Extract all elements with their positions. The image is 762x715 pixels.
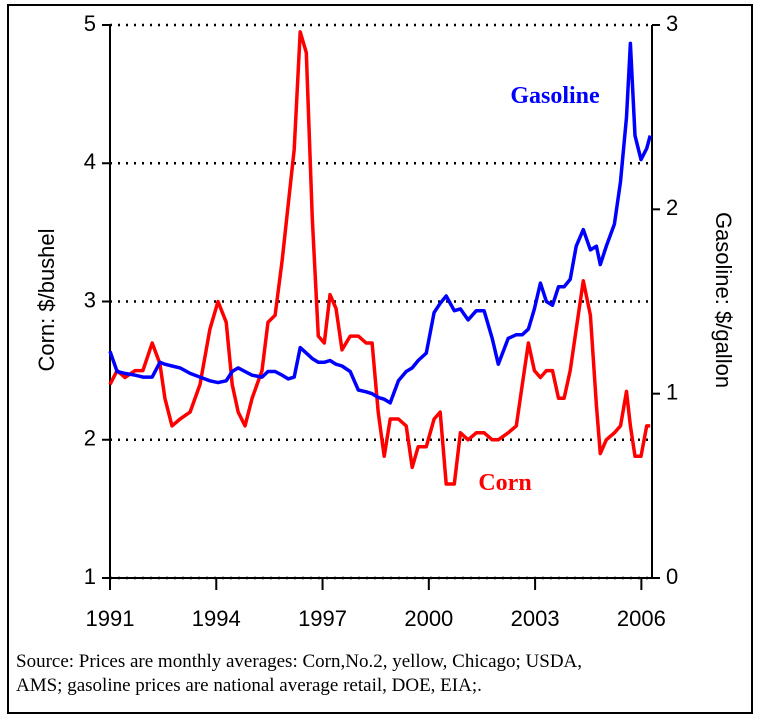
series-line — [108, 30, 651, 486]
y2-axis-label: Gasoline: $/gallon — [711, 212, 736, 388]
y-axis-label: Corn: $/bushel — [34, 228, 59, 371]
y2-tick-label: 2 — [666, 195, 678, 220]
y-tick-label: 1 — [84, 564, 96, 589]
x-tick-label: 1994 — [192, 606, 241, 631]
series-annotation: Corn — [478, 470, 531, 496]
x-tick-label: 2006 — [617, 606, 666, 631]
y2-tick-label: 1 — [666, 379, 678, 404]
x-tick-label: 2000 — [404, 606, 453, 631]
y-tick-label: 2 — [84, 426, 96, 451]
y-tick-label: 3 — [84, 287, 96, 312]
source-note: Source: Prices are monthly averages: Cor… — [16, 651, 582, 672]
series-annotation: Gasoline — [510, 83, 600, 109]
y2-tick-label: 3 — [666, 11, 678, 36]
y-tick-label: 5 — [84, 11, 96, 36]
y-tick-label: 4 — [84, 149, 96, 174]
y2-tick-label: 0 — [666, 564, 678, 589]
frame — [7, 4, 753, 714]
x-tick-label: 1997 — [298, 606, 347, 631]
series-line — [108, 41, 652, 405]
x-tick-label: 2003 — [511, 606, 560, 631]
source-note: AMS; gasoline prices are national averag… — [16, 675, 482, 696]
x-tick-label: 1991 — [86, 606, 135, 631]
